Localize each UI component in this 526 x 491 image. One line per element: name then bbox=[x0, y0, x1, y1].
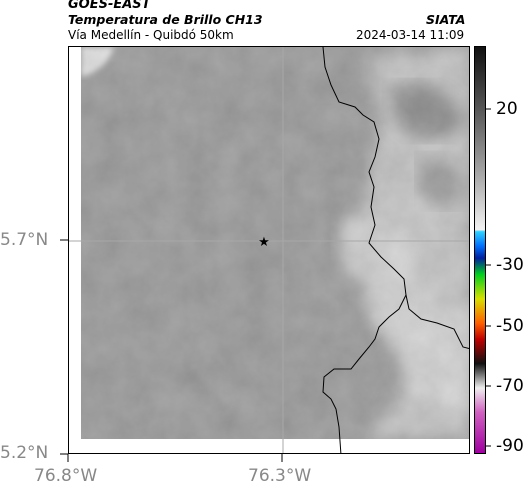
map-canvas: ★ bbox=[69, 47, 469, 453]
colorbar bbox=[474, 46, 486, 454]
lat-tick-label: 5.7°N bbox=[0, 230, 49, 250]
satellite-title: GOES-EAST bbox=[68, 0, 151, 12]
colorbar-gradient bbox=[475, 47, 485, 453]
colorbar-tick-label: -70 bbox=[496, 376, 524, 396]
cloud-texture bbox=[81, 47, 469, 439]
lat-tick-label: 5.2°N bbox=[0, 443, 49, 463]
lon-tick-label: 76.3°W bbox=[248, 466, 312, 486]
product-title: Temperatura de Brillo CH13 bbox=[68, 12, 263, 27]
region-subtitle: Vía Medellín - Quibdó 50km bbox=[68, 28, 234, 42]
colorbar-tick-label: -30 bbox=[496, 255, 524, 275]
colorbar-tick-label: 20 bbox=[496, 99, 518, 119]
border-line-east bbox=[322, 47, 469, 350]
star-marker: ★ bbox=[258, 235, 270, 250]
colorbar-tick-label: -90 bbox=[496, 436, 524, 456]
organization-label: SIATA bbox=[426, 12, 466, 27]
lon-tick-label: 76.8°W bbox=[34, 466, 98, 486]
map-panel[interactable]: ★ bbox=[68, 46, 470, 454]
left-margin bbox=[69, 47, 81, 453]
colorbar-tick-label: -50 bbox=[496, 316, 524, 336]
datetime-label: 2024-03-14 11:09 bbox=[356, 28, 465, 42]
border-line-south bbox=[322, 294, 407, 453]
bottom-margin bbox=[69, 439, 469, 453]
